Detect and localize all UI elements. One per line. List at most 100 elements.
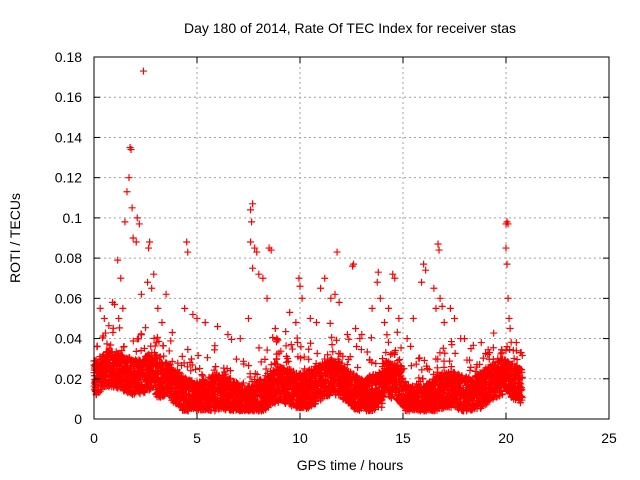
data-point: [180, 359, 188, 367]
data-point: [297, 343, 305, 351]
data-point: [96, 304, 104, 312]
data-point: [286, 308, 294, 316]
data-point: [121, 218, 129, 226]
data-point: [352, 325, 360, 332]
data-point: [333, 248, 341, 256]
data-point: [451, 349, 459, 357]
data-point: [253, 370, 261, 378]
data-point: [116, 324, 124, 332]
data-point: [436, 294, 444, 302]
data-point: [418, 366, 426, 374]
data-point: [502, 244, 510, 252]
data-point: [504, 294, 512, 302]
data-point: [372, 360, 380, 368]
data-point: [505, 314, 513, 322]
data-point: [212, 363, 220, 371]
data-point: [162, 290, 170, 298]
data-point: [267, 361, 275, 369]
data-point: [211, 342, 219, 350]
data-point: [307, 339, 315, 347]
data-point: [335, 298, 343, 306]
data-point: [184, 345, 192, 353]
data-point: [503, 260, 511, 268]
data-point: [101, 329, 109, 337]
data-point: [298, 294, 306, 302]
data-point: [440, 318, 448, 326]
data-point: [193, 314, 201, 322]
x-tick-label: 25: [601, 430, 617, 446]
data-point: [395, 314, 403, 322]
data-point: [136, 390, 144, 398]
x-tick-label: 10: [292, 430, 308, 446]
data-point: [234, 380, 242, 388]
data-point: [245, 314, 252, 322]
data-point: [255, 270, 263, 278]
data-point: [420, 260, 428, 268]
data-point: [294, 338, 302, 346]
data-point: [288, 345, 296, 353]
data-point: [477, 339, 485, 347]
data-point: [313, 349, 321, 357]
data-point: [295, 274, 303, 282]
data-point: [178, 352, 186, 360]
data-point: [187, 367, 195, 375]
data-point: [257, 358, 265, 366]
data-point: [383, 331, 391, 339]
y-tick-label: 0.14: [55, 129, 82, 145]
data-point: [95, 388, 103, 396]
data-point: [282, 328, 290, 336]
data-point: [228, 335, 236, 343]
data-point: [373, 278, 381, 286]
data-point: [448, 341, 456, 349]
data-point: [150, 334, 158, 342]
data-point: [296, 282, 304, 290]
data-point: [134, 335, 142, 343]
data-point: [158, 318, 166, 326]
data-point: [214, 322, 222, 330]
data-point: [141, 388, 149, 396]
data-point: [198, 371, 206, 379]
y-tick-label: 0.04: [55, 331, 82, 347]
data-point: [385, 304, 393, 312]
data-point: [368, 304, 376, 312]
data-point: [247, 238, 255, 246]
data-point: [247, 206, 255, 214]
data-point: [144, 278, 152, 286]
data-point: [145, 244, 153, 252]
data-point: [183, 238, 191, 246]
data-point: [292, 318, 300, 326]
data-point: [232, 355, 240, 363]
data-point: [174, 359, 182, 367]
data-point: [226, 374, 234, 382]
x-axis-label: GPS time / hours: [297, 457, 404, 473]
data-point: [439, 344, 447, 352]
y-tick-label: 0.18: [55, 49, 82, 65]
data-point: [159, 342, 167, 350]
x-tick-label: 5: [193, 430, 201, 446]
data-point: [287, 341, 295, 349]
data-point: [451, 314, 458, 322]
data-point: [376, 294, 384, 302]
data-point: [93, 342, 101, 350]
data-point: [210, 366, 218, 374]
data-point: [409, 314, 417, 322]
data-point: [430, 284, 438, 292]
data-point: [118, 347, 126, 355]
data-point: [103, 340, 111, 348]
data-point: [160, 352, 168, 360]
data-point: [140, 344, 148, 352]
data-point: [109, 324, 117, 332]
data-point: [259, 274, 267, 282]
data-points: [90, 67, 526, 415]
data-point: [107, 341, 115, 349]
x-tick-label: 15: [395, 430, 411, 446]
y-tick-label: 0.16: [55, 89, 82, 105]
data-point: [343, 331, 351, 339]
data-point: [353, 342, 361, 350]
data-point: [137, 290, 145, 298]
data-point: [380, 318, 388, 326]
data-point: [135, 220, 143, 228]
data-point: [188, 355, 196, 363]
data-point: [142, 324, 150, 332]
